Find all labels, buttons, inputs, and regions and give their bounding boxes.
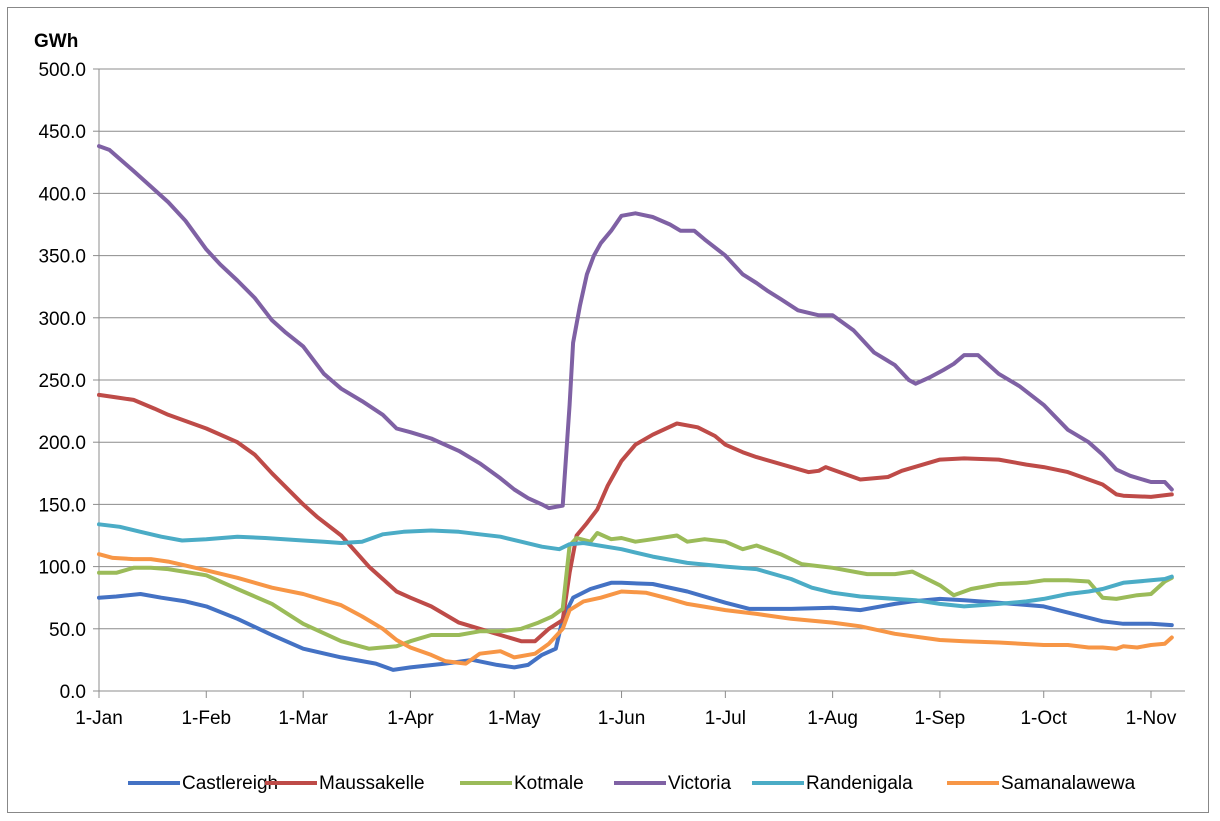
x-tick-label: 1-Oct (1020, 708, 1067, 729)
y-tick-label: 450.0 (38, 122, 86, 143)
legend: Castlereigh Maussakelle Kotmale Victoria Ran… (128, 773, 1136, 794)
legend-item-maussakelle: Maussakelle (265, 773, 425, 794)
legend-item-kotmale: Kotmale (460, 773, 584, 794)
series-line-randenigala (97, 522, 1174, 609)
x-tick-label: 1-Feb (181, 708, 231, 729)
gridlines (99, 68, 1185, 630)
legend-label: Kotmale (514, 773, 584, 794)
y-unit-label: GWh (34, 31, 78, 52)
x-tick-label: 1-Jan (75, 708, 123, 729)
x-tick-label: 1-Nov (1126, 708, 1177, 729)
y-tick-label: 250.0 (38, 371, 86, 392)
y-tick-label: 50.0 (49, 620, 86, 641)
axes (93, 68, 1185, 698)
y-tick-label: 200.0 (38, 433, 86, 454)
legend-label: Castlereigh (182, 773, 278, 794)
y-tick-label: 150.0 (38, 495, 86, 516)
x-tick-label: 1-May (488, 708, 541, 729)
legend-label: Victoria (668, 773, 731, 794)
y-tick-labels: 0.0 50.0 100.0 150.0 200.0 250.0 300.0 350.0 400… (38, 60, 86, 703)
series-line-kotmale (97, 531, 1174, 651)
series-line-victoria (97, 144, 1174, 511)
legend-label: Randenigala (806, 773, 913, 794)
x-tick-label: 1-Aug (807, 708, 858, 729)
chart-frame (7, 7, 1209, 813)
x-tick-label: 1-Apr (387, 708, 434, 729)
series-line-maussakelle (97, 392, 1174, 644)
series-line-samanalawewa (97, 552, 1174, 666)
y-tick-label: 300.0 (38, 309, 86, 330)
legend-item-samanalawewa: Samanalawewa (947, 773, 1136, 794)
x-tick-labels: 1-Jan 1-Feb 1-Mar 1-Apr 1-May 1-Jun 1-Jul 1-Aug… (75, 708, 1177, 729)
y-tick-label: 350.0 (38, 247, 86, 268)
legend-item-castlereigh: Castlereigh (128, 773, 278, 794)
y-tick-label: 0.0 (60, 682, 86, 703)
series-line-castlereigh (97, 580, 1174, 672)
x-tick-label: 1-Sep (915, 708, 966, 729)
legend-label: Maussakelle (319, 773, 425, 794)
y-tick-label: 400.0 (38, 184, 86, 205)
y-tick-label: 100.0 (38, 558, 86, 579)
series-lines (97, 144, 1174, 672)
legend-item-victoria: Victoria (614, 773, 731, 794)
x-tick-label: 1-Mar (278, 708, 328, 729)
x-tick-label: 1-Jul (705, 708, 746, 729)
x-tick-label: 1-Jun (598, 708, 646, 729)
legend-label: Samanalawewa (1001, 773, 1136, 794)
legend-item-randenigala: Randenigala (752, 773, 913, 794)
y-tick-label: 500.0 (38, 60, 86, 81)
